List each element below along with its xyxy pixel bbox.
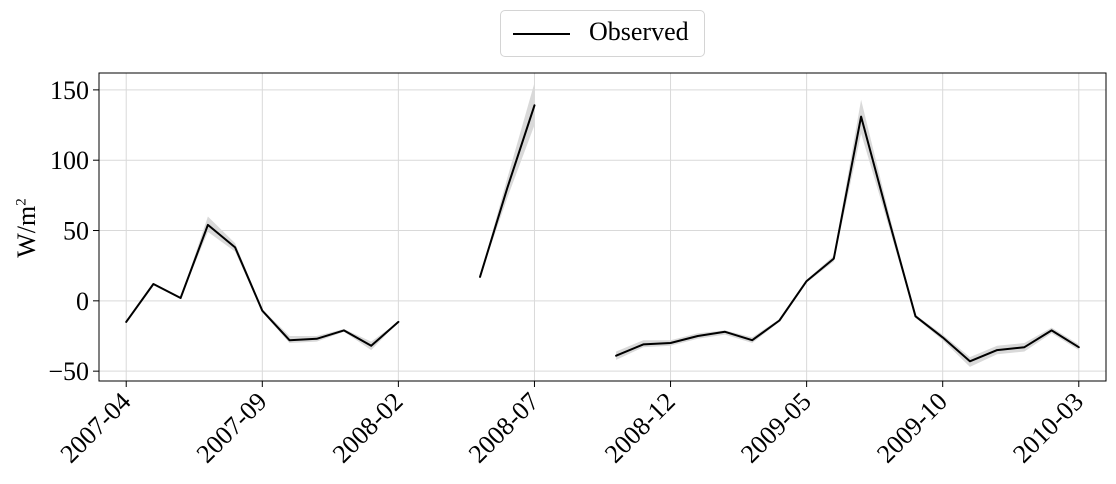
y-tick-label: 0: [76, 287, 89, 316]
y-tick-label: −50: [48, 357, 89, 386]
legend-line-swatch: [513, 33, 570, 35]
y-axis-label-sup: 2: [13, 198, 30, 206]
x-tick-label: 2007-09: [191, 387, 273, 469]
uncertainty-band: [480, 82, 535, 277]
x-tick-label: 2009-05: [735, 387, 817, 469]
uncertainty-band: [616, 99, 1079, 367]
x-tick-label: 2009-10: [871, 387, 953, 469]
y-tick-label: 100: [50, 146, 89, 175]
legend: Observed: [500, 10, 705, 57]
plot-frame: [98, 72, 1107, 382]
x-tick-label: 2007-04: [55, 387, 137, 469]
x-tick-label: 2008-02: [327, 387, 409, 469]
y-axis-label-base: W/m: [12, 205, 41, 258]
y-tick-label: 50: [63, 217, 89, 246]
series-line-observed: [615, 115, 1080, 363]
series-line-observed: [479, 104, 536, 278]
x-tick-label: 2008-07: [463, 387, 545, 469]
x-tick-label: 2008-12: [599, 387, 681, 469]
y-tick-label: 150: [50, 76, 89, 105]
legend-label: Observed: [589, 17, 689, 46]
x-tick-label: 2010-03: [1007, 387, 1089, 469]
y-axis-label: W/m2: [12, 188, 42, 268]
series-line-observed: [125, 223, 400, 347]
